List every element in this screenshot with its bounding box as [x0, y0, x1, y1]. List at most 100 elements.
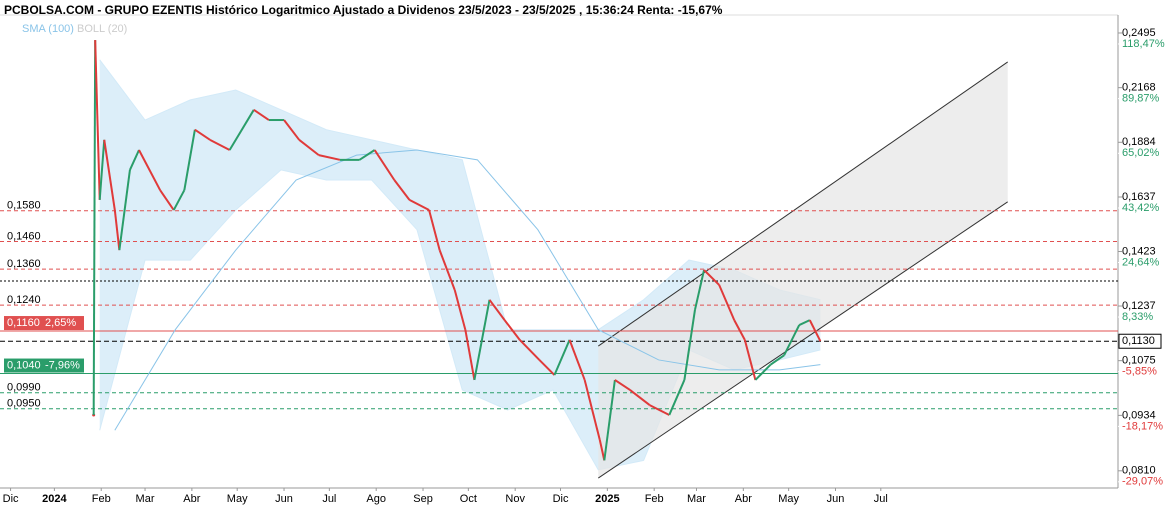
price-segment	[438, 249, 456, 291]
price-segment	[209, 138, 231, 151]
price-segment	[743, 339, 757, 381]
x-tick-label: Oct	[460, 493, 477, 505]
sma-line	[114, 149, 821, 431]
x-tick-label: Abr	[735, 493, 752, 505]
x-tick-label: Abr	[183, 493, 200, 505]
price-segment	[98, 139, 106, 200]
price-segment	[503, 319, 521, 341]
level-label-box	[4, 358, 84, 373]
x-tick-label: Ago	[366, 493, 386, 505]
y2-tick-label: 43,42%	[1122, 202, 1160, 214]
price-segment	[428, 209, 441, 251]
price-segment	[453, 289, 467, 330]
level-label: 0,1580	[7, 200, 41, 212]
y2-tick-label: 8,33%	[1122, 311, 1153, 323]
price-segment	[629, 389, 651, 406]
x-tick-label: 2025	[595, 493, 619, 505]
current-box	[1118, 333, 1162, 349]
x-tick-label: Mar	[687, 493, 706, 505]
price-segment	[194, 128, 211, 141]
y-tick-label: 0,1237	[1122, 300, 1156, 312]
price-segment	[538, 359, 556, 376]
price-segment	[798, 319, 811, 326]
x-tick-label: Dic	[3, 493, 19, 505]
x-tick-label: 2024	[42, 493, 67, 505]
level-label: 0,1160	[7, 317, 40, 329]
x-tick-label: Dic	[553, 493, 569, 505]
price-segment	[92, 40, 97, 415]
y-tick-label: 0,1075	[1122, 355, 1156, 367]
level-pct: -7,96%	[45, 359, 80, 371]
x-tick-label: May	[778, 493, 799, 505]
level-label: 0,0990	[7, 382, 41, 394]
price-segment	[783, 324, 801, 356]
chart-title: PCBOLSA.COM - GRUPO EZENTIS Histórico Lo…	[4, 3, 723, 17]
y-tick-label: 0,2168	[1122, 82, 1156, 94]
x-tick-label: Sep	[413, 493, 433, 505]
y2-tick-label: 65,02%	[1122, 147, 1160, 159]
price-segment	[683, 309, 696, 381]
price-segment	[473, 299, 491, 381]
price-segment	[769, 354, 785, 366]
boll-upper	[99, 59, 821, 331]
price-segment	[408, 198, 430, 211]
price-segment	[228, 109, 255, 151]
y-tick-label: 0,1423	[1122, 245, 1156, 257]
legend-entry: SMA (100)	[22, 23, 74, 35]
x-tick-label: Feb	[645, 493, 664, 505]
x-tick-label: Jun	[827, 493, 845, 505]
y-tick-label: 0,0810	[1122, 465, 1156, 477]
y-tick-label: 0,1637	[1122, 191, 1156, 203]
y2-tick-label: 89,87%	[1122, 93, 1160, 105]
price-segment	[318, 154, 341, 161]
price-segment	[649, 404, 670, 416]
price-segment	[94, 40, 101, 200]
price-segment	[373, 149, 396, 181]
y-tick-label: 0,0934	[1122, 409, 1156, 421]
price-segment	[718, 284, 736, 321]
price-segment	[808, 319, 822, 342]
current-label: 0,1130	[1122, 335, 1155, 347]
x-tick-label: Mar	[136, 493, 155, 505]
y2-tick-label: -18,17%	[1122, 420, 1163, 432]
level-label-box	[4, 316, 84, 331]
y-tick-label: 0,2495	[1122, 27, 1156, 39]
price-segment	[283, 119, 300, 141]
y2-tick-label: -29,07%	[1122, 476, 1163, 488]
price-segment	[129, 149, 140, 171]
price-segment	[703, 269, 720, 286]
price-segment	[103, 139, 116, 211]
price-segment	[393, 179, 411, 201]
x-tick-label: Feb	[92, 493, 111, 505]
price-segment	[583, 379, 601, 441]
price-segment	[668, 379, 686, 416]
price-segment	[172, 189, 186, 211]
level-label: 0,1040	[7, 359, 41, 371]
x-tick-label: Jul	[322, 493, 336, 505]
x-tick-label: Nov	[505, 493, 525, 505]
price-segment	[488, 299, 506, 321]
x-tick-label: May	[227, 493, 248, 505]
price-segment	[113, 209, 121, 251]
level-label: 0,0950	[7, 398, 41, 410]
price-segment	[359, 149, 376, 161]
price-segment	[138, 149, 162, 191]
y2-tick-label: 24,64%	[1122, 256, 1160, 268]
x-tick-label: Jun	[275, 493, 293, 505]
price-segment	[253, 108, 270, 121]
channel-lower	[598, 201, 1008, 479]
level-label: 0,1460	[7, 230, 41, 242]
price-segment	[159, 189, 175, 211]
level-label: 0,1240	[7, 294, 41, 306]
y-tick-label: 0,1884	[1122, 136, 1156, 148]
level-pct: 2,65%	[45, 317, 76, 329]
price-segment	[754, 363, 772, 381]
price-segment	[603, 379, 616, 461]
price-segment	[568, 339, 586, 381]
channel-fill	[598, 61, 1008, 479]
price-segment	[614, 379, 631, 391]
y2-tick-label: 118,47%	[1122, 38, 1165, 50]
price-segment	[298, 139, 320, 156]
price-segment	[519, 339, 541, 361]
